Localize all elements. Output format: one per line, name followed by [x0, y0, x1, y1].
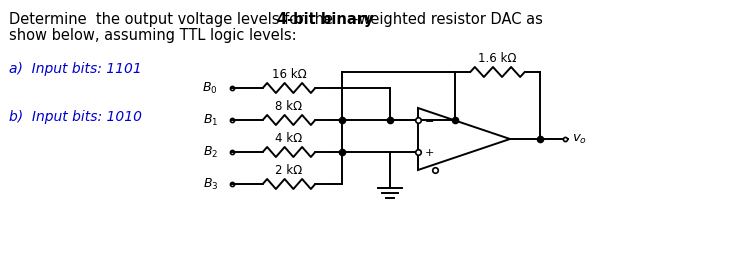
Text: a)  Input bits: 1101: a) Input bits: 1101 — [9, 62, 142, 76]
Text: 8 kΩ: 8 kΩ — [276, 100, 303, 113]
Text: 1.6 kΩ: 1.6 kΩ — [478, 52, 517, 65]
Text: show below, assuming TTL logic levels:: show below, assuming TTL logic levels: — [9, 28, 297, 43]
Text: $B_1$: $B_1$ — [202, 112, 218, 128]
Text: Determine  the output voltage levels for the: Determine the output voltage levels for … — [9, 12, 338, 27]
Text: $B_0$: $B_0$ — [202, 81, 218, 96]
Text: b)  Input bits: 1010: b) Input bits: 1010 — [9, 110, 142, 124]
Text: 2 kΩ: 2 kΩ — [276, 164, 303, 177]
Text: 16 kΩ: 16 kΩ — [272, 68, 306, 81]
Text: -weighted resistor DAC as: -weighted resistor DAC as — [353, 12, 543, 27]
Text: 4-bit binary: 4-bit binary — [277, 12, 374, 27]
Text: $+$: $+$ — [424, 147, 434, 158]
Text: $B_2$: $B_2$ — [202, 144, 218, 159]
Text: 4 kΩ: 4 kΩ — [276, 132, 303, 145]
Text: $-$: $-$ — [424, 115, 434, 125]
Text: $v_o$: $v_o$ — [572, 133, 587, 145]
Text: $B_3$: $B_3$ — [202, 176, 218, 192]
